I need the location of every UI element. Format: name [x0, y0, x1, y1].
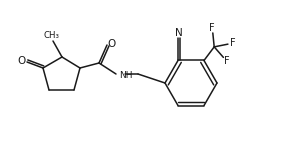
Text: NH: NH: [119, 70, 133, 80]
Text: CH₃: CH₃: [44, 31, 60, 40]
Text: O: O: [18, 56, 26, 66]
Text: F: F: [224, 56, 230, 66]
Text: O: O: [108, 39, 116, 49]
Text: F: F: [210, 23, 215, 33]
Text: F: F: [230, 38, 236, 48]
Text: N: N: [175, 28, 183, 38]
